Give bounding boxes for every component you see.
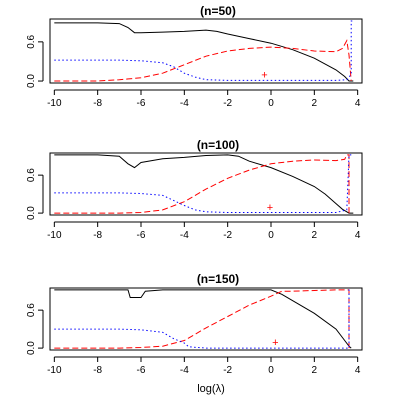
panel-3-dashed-red-line	[54, 289, 350, 349]
panel-3-x-tick-label: -2	[223, 365, 232, 376]
panel-3-solid-black-line	[54, 289, 352, 349]
panel-3-plot-frame	[49, 287, 363, 351]
panel-3-x-tick-label: 4	[355, 365, 361, 376]
panel-2-y-tick-label: 0.0	[26, 206, 37, 220]
panel-1-solid-black-line	[54, 22, 354, 82]
panel-2-x-tick-label: 4	[355, 230, 361, 241]
panel-1-x-tick-label: -6	[137, 98, 146, 109]
panel-1-marker: +	[261, 70, 267, 82]
panel-3-x-tick-label: -8	[93, 365, 102, 376]
panel-3-y-tick-label: 0.6	[26, 303, 37, 317]
panel-3-x-tick-label: -4	[180, 365, 189, 376]
panel-2-dashed-red-line	[54, 154, 350, 214]
panel-1-title: (n=50)	[200, 4, 236, 18]
x-axis-label: log(λ)	[197, 383, 225, 395]
panel-1-y-tick-label: 0.6	[26, 34, 37, 48]
panel-2-x-tick-label: -2	[223, 230, 232, 241]
panel-2-x-tick-label: -10	[47, 230, 62, 241]
panel-2-title: (n=100)	[197, 138, 239, 152]
panel-1-x-tick-label: -8	[93, 98, 102, 109]
panel-1-dashed-red-line	[54, 39, 352, 82]
panel-3-x-tick-label: -10	[47, 365, 62, 376]
panel-2-marker: +	[267, 202, 273, 214]
panel-1-plot-frame	[49, 18, 363, 84]
panel-3-y-tick-label: 0.0	[26, 341, 37, 355]
panel-1-x-tick-label: 0	[268, 98, 274, 109]
panel-2-x-tick-label: -4	[180, 230, 189, 241]
panel-3-marker: +	[272, 337, 278, 349]
panel-1-x-tick-label: -10	[47, 98, 62, 109]
panel-3-x-tick-label: -6	[137, 365, 146, 376]
panel-1-x-tick-label: -4	[180, 98, 189, 109]
panel-2-y-tick-label: 0.6	[26, 168, 37, 182]
panel-2-x-tick-label: 0	[268, 230, 274, 241]
panel-2-x-tick-label: -6	[137, 230, 146, 241]
panel-1-x-tick-label: 2	[312, 98, 318, 109]
panel-1-x-tick-label: 4	[355, 98, 361, 109]
panel-2-plot-frame	[49, 152, 363, 216]
panel-3-x-tick-label: 2	[312, 365, 318, 376]
panel-2-solid-black-line	[54, 154, 354, 214]
panel-1-dotted-blue-line	[54, 20, 354, 81]
panel-3-dotted-blue-line	[54, 289, 352, 349]
panel-3-title: (n=150)	[197, 272, 239, 286]
panel-2-x-tick-label: 2	[312, 230, 318, 241]
panel-1-y-tick-label: 0.0	[26, 74, 37, 88]
panel-1-x-tick-label: -2	[223, 98, 232, 109]
panel-3-x-tick-label: 0	[268, 365, 274, 376]
panel-2-x-tick-label: -8	[93, 230, 102, 241]
panel-2-dotted-blue-line	[54, 154, 354, 213]
